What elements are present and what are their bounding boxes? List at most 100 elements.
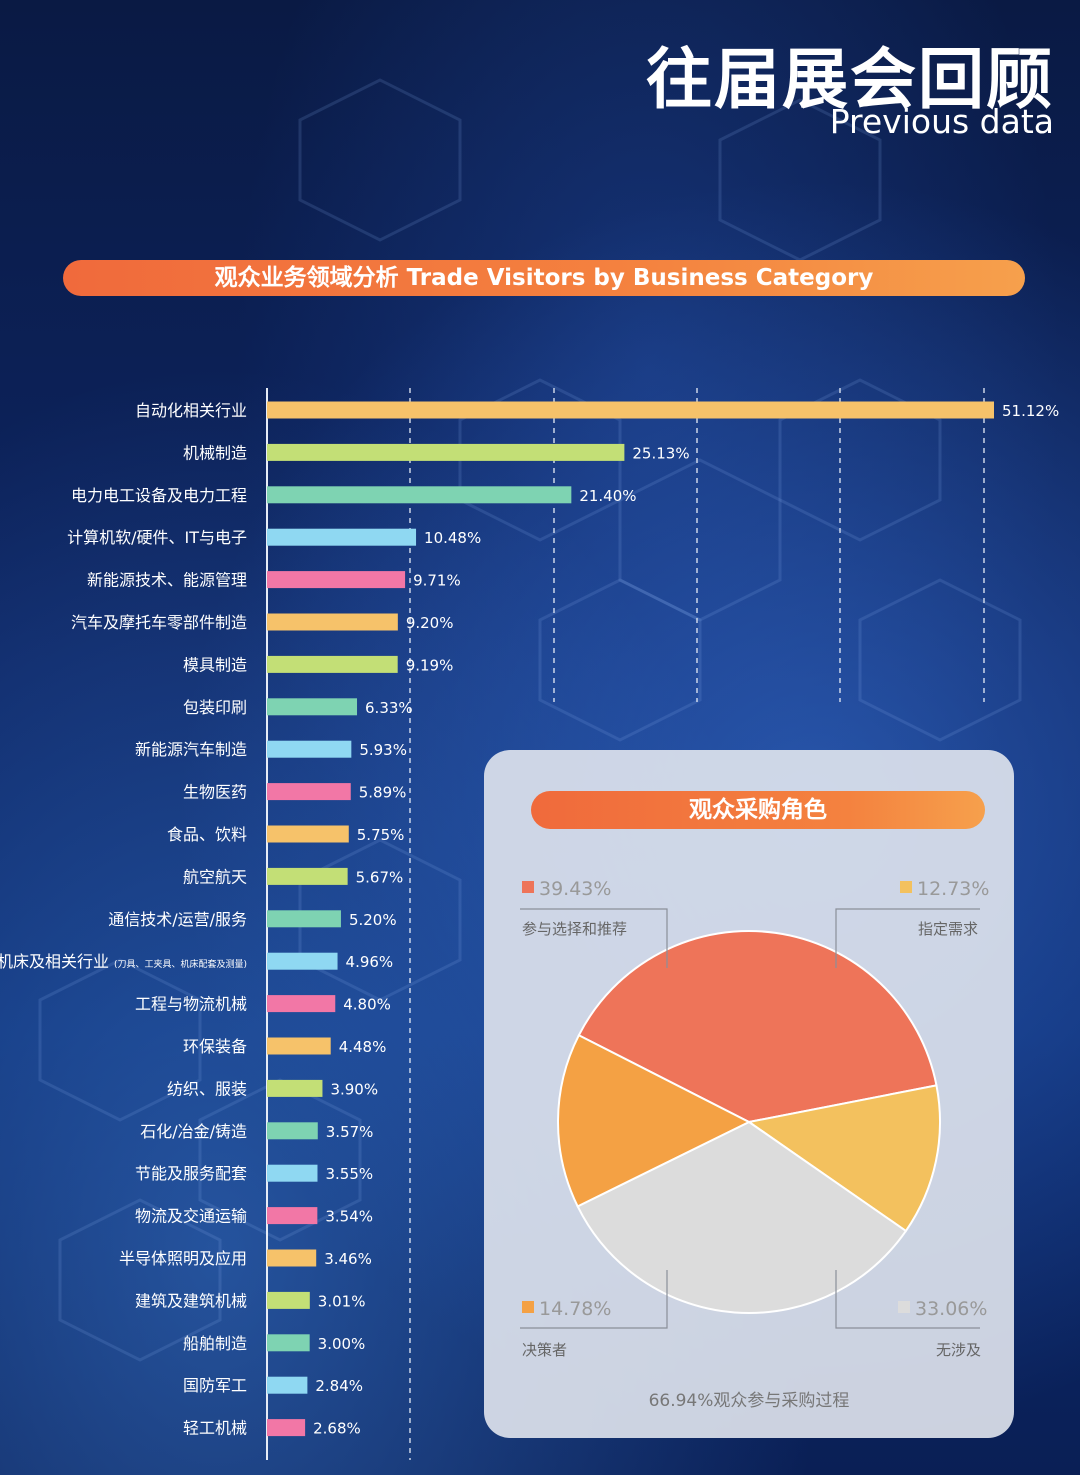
- pct-label: 14.78%: [539, 1298, 611, 1320]
- category-label: 电力电工设备及电力工程: [71, 486, 247, 505]
- bar-9: [267, 740, 352, 758]
- value-label: 25.13%: [632, 444, 689, 462]
- pie-slice-1: [577, 930, 938, 1124]
- pie-slice-3: [576, 1120, 908, 1314]
- bar-19: [267, 1164, 318, 1182]
- category-label: 汽车及摩托车零部件制造: [71, 613, 247, 632]
- bar-24: [267, 1376, 308, 1394]
- bar-7: [267, 655, 398, 673]
- bar-4: [267, 528, 417, 546]
- page-subtitle: Previous data: [829, 102, 1054, 141]
- value-label: 5.89%: [359, 784, 407, 802]
- bar-11: [267, 825, 349, 843]
- value-label: 3.90%: [330, 1080, 378, 1098]
- category-label: 航空航天: [183, 867, 247, 886]
- category-label: 通信技术/运营/服务: [108, 910, 247, 929]
- bar-13: [267, 910, 341, 928]
- pie-slice-4: [557, 1033, 752, 1208]
- bar-18: [267, 1122, 318, 1140]
- category-label: 工程与物流机械: [135, 995, 247, 1014]
- slice-label: 指定需求: [918, 920, 978, 938]
- bar-6: [267, 613, 398, 631]
- bar-20: [267, 1207, 318, 1225]
- slice-label: 决策者: [522, 1341, 567, 1359]
- slice-label: 参与选择和推荐: [522, 920, 627, 938]
- pie-annotation: 66.94%观众参与采购过程: [648, 1391, 850, 1411]
- bar-14: [267, 952, 338, 970]
- category-label: 石化/冶金/铸造: [140, 1122, 247, 1141]
- pct-label: 39.43%: [539, 878, 611, 900]
- value-label: 2.68%: [313, 1420, 361, 1438]
- business-category-bar-chart: 自动化相关行业 51.12% 机械制造 25.13% 电力电工设备及电力工程 21.40%…: [0, 388, 1059, 1460]
- value-label: 21.40%: [579, 487, 636, 505]
- value-label: 51.12%: [1002, 402, 1059, 420]
- value-label: 3.01%: [318, 1292, 366, 1310]
- pie-slice-2: [746, 1084, 941, 1233]
- bar-12: [267, 867, 348, 885]
- value-label: 3.54%: [325, 1208, 373, 1226]
- purchase-role-panel: 39.43% 参与选择和推荐 12.73% 指定需求 33.06% 无涉及 14.78% 决策…: [484, 750, 1014, 1438]
- category-label: 机械制造: [183, 443, 247, 462]
- value-label: 4.80%: [343, 996, 391, 1014]
- category-label: 自动化相关行业: [135, 401, 247, 420]
- category-label: 国防军工: [183, 1376, 247, 1395]
- value-label: 2.84%: [315, 1377, 363, 1395]
- bar-22: [267, 1291, 310, 1309]
- category-label: 纺织、服装: [167, 1079, 247, 1098]
- category-label: 生物医药: [183, 783, 247, 802]
- category-label: 模具制造: [183, 655, 247, 674]
- value-label: 4.48%: [339, 1038, 387, 1056]
- leader-line: [520, 908, 668, 968]
- pie-chart-title-banner: 观众采购角色: [531, 791, 985, 829]
- pct-label: 12.73%: [917, 878, 989, 900]
- legend-swatch: [522, 881, 534, 893]
- value-label: 5.67%: [356, 868, 404, 886]
- slice-label: 无涉及: [936, 1341, 981, 1359]
- category-label: 新能源汽车制造: [135, 740, 247, 759]
- bar-5: [267, 571, 406, 589]
- value-label: 3.00%: [318, 1335, 366, 1353]
- bar-21: [267, 1249, 317, 1267]
- category-label: 物流及交通运输: [135, 1207, 247, 1226]
- bar-17: [267, 1079, 323, 1097]
- category-label: 节能及服务配套: [135, 1164, 247, 1183]
- legend-swatch: [900, 881, 912, 893]
- value-label: 10.48%: [424, 529, 481, 547]
- category-label: 包装印刷: [183, 698, 247, 717]
- category-label: 船舶制造: [183, 1334, 247, 1353]
- category-label: 环保装备: [183, 1037, 247, 1056]
- bar-15: [267, 995, 336, 1013]
- page-title: 往届展会回顾: [646, 41, 1054, 118]
- bar-1: [267, 401, 994, 419]
- bar-25: [267, 1419, 306, 1437]
- value-label: 3.55%: [325, 1165, 373, 1183]
- value-label: 3.57%: [326, 1123, 374, 1141]
- leader-lines: [520, 908, 980, 1329]
- pct-label: 33.06%: [915, 1298, 987, 1320]
- bar-16: [267, 1037, 331, 1055]
- category-label: 食品、饮料: [167, 825, 247, 844]
- bar-8: [267, 698, 358, 716]
- value-label: 9.19%: [406, 656, 454, 674]
- bar-23: [267, 1334, 310, 1352]
- bar-3: [267, 486, 572, 504]
- leader-line: [520, 1270, 668, 1329]
- value-label: 6.33%: [365, 699, 413, 717]
- category-label: 建筑及建筑机械: [135, 1291, 247, 1310]
- purchase-role-pie-chart: 39.43% 参与选择和推荐 12.73% 指定需求 33.06% 无涉及 14.78% 决策…: [520, 878, 989, 1359]
- leader-line: [835, 1270, 980, 1329]
- leader-line: [835, 908, 980, 968]
- legend-swatch: [522, 1301, 534, 1313]
- category-label: 机床及相关行业 (刀具、工夹具、机床配套及测量): [0, 952, 247, 971]
- bar-10: [267, 783, 351, 801]
- value-label: 3.46%: [324, 1250, 372, 1268]
- value-label: 4.96%: [346, 953, 394, 971]
- grid-lines: [409, 388, 985, 1460]
- value-label: 5.20%: [349, 911, 397, 929]
- bar-2: [267, 443, 625, 461]
- legend-swatch: [898, 1301, 910, 1313]
- value-label: 5.75%: [357, 826, 405, 844]
- value-label: 9.71%: [413, 572, 461, 590]
- bar-chart-title-banner: 观众业务领域分析 Trade Visitors by Business Cate…: [63, 260, 1025, 296]
- category-label: 新能源技术、能源管理: [87, 571, 247, 590]
